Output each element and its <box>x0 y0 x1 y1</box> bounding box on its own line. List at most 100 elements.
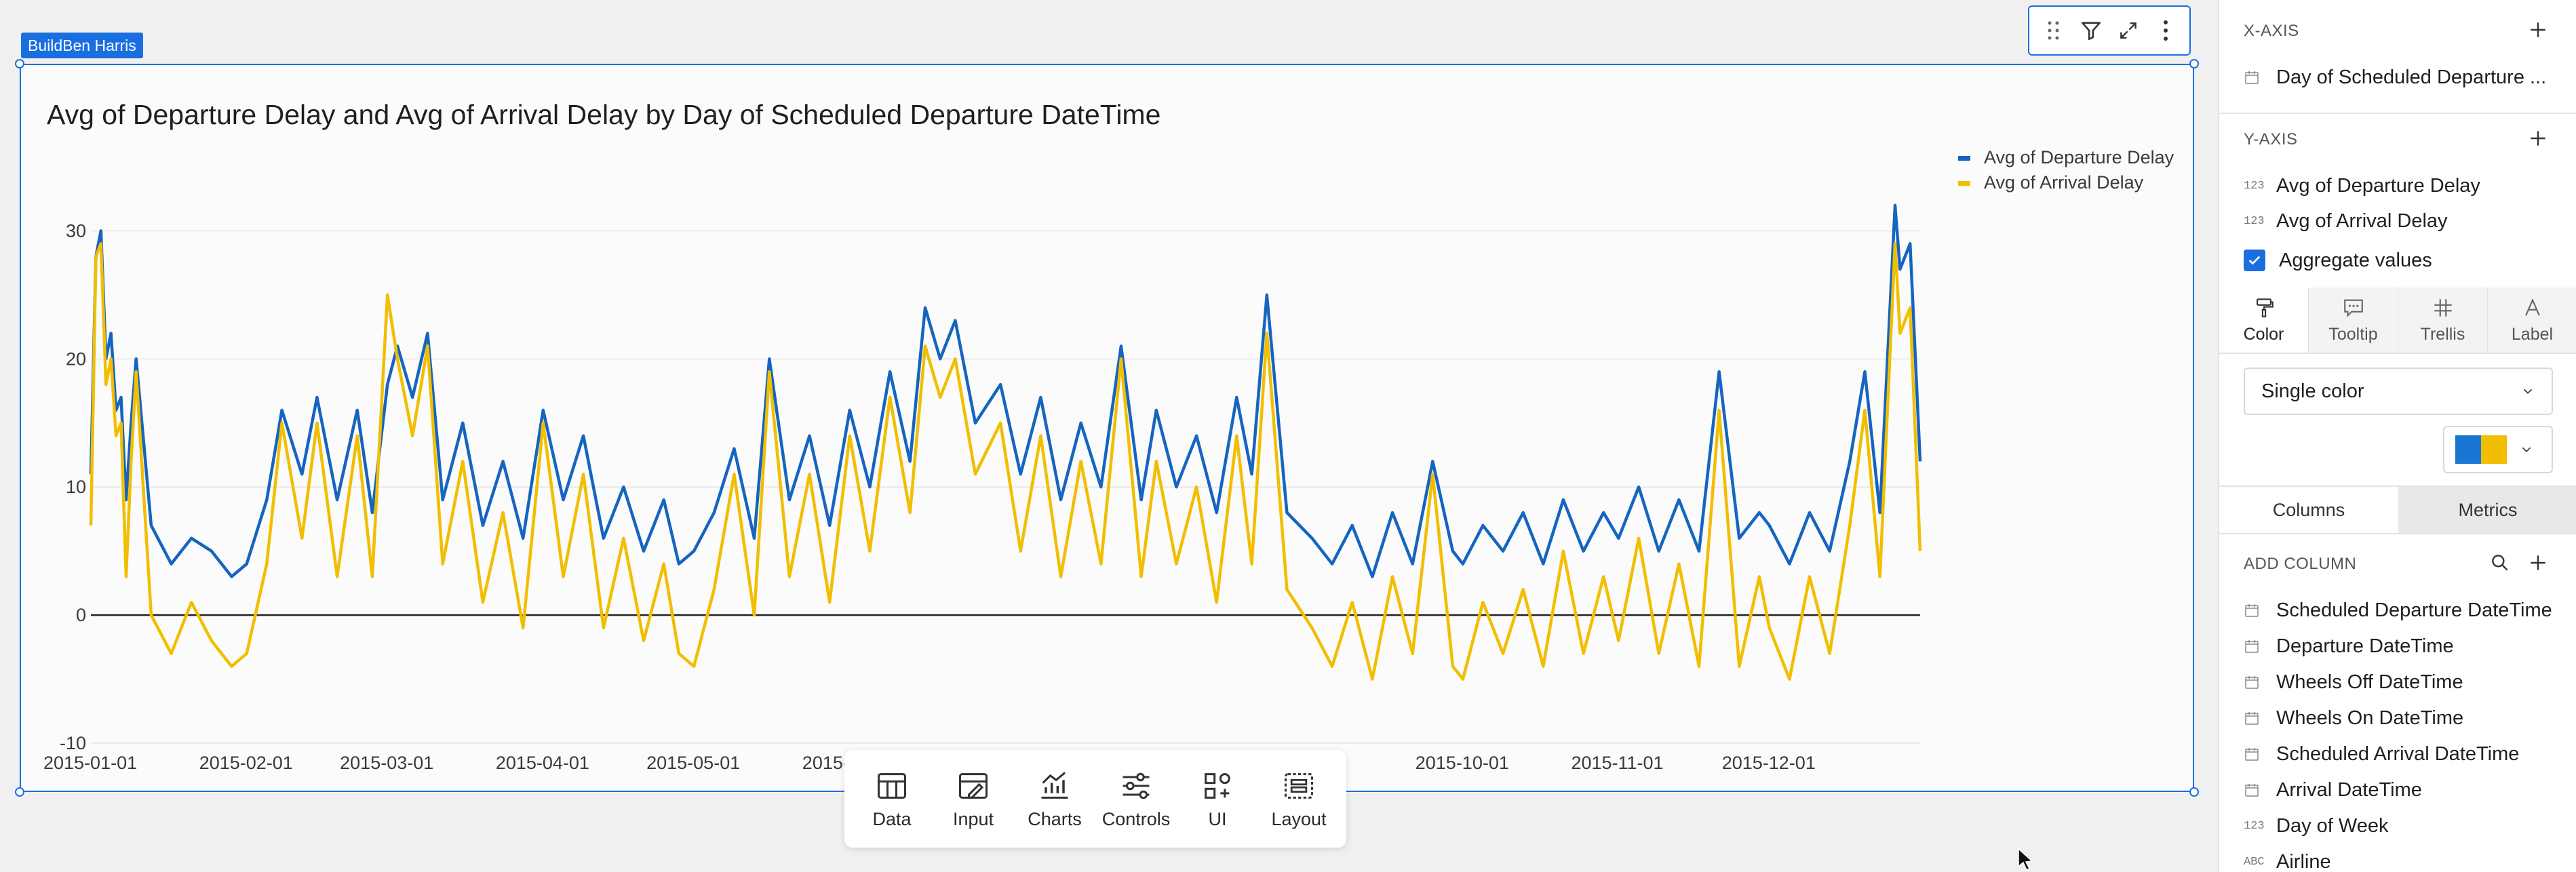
format-tabs: Color Tooltip Trellis Label <box>2219 288 2576 354</box>
properties-panel: X-AXIS Day of Scheduled Departure ... Y-… <box>2218 0 2576 872</box>
element-name-tag[interactable]: BuildBen Harris <box>21 33 143 58</box>
sliders-icon <box>1123 772 1150 799</box>
column-label: Wheels On DateTime <box>2276 707 2464 729</box>
tooltip-icon <box>2343 299 2363 317</box>
color-swatch-picker[interactable] <box>2443 426 2553 473</box>
column-label: Departure DateTime <box>2276 635 2454 657</box>
chart-title: Avg of Departure Delay and Avg of Arriva… <box>47 99 1161 130</box>
column-item[interactable]: Departure DateTime <box>2244 633 2562 660</box>
add-y-axis-plus-icon[interactable] <box>2527 127 2549 149</box>
line-chart: -10 0 10 20 30 2015-01-01 2015-02-01 2015-03-0… <box>43 147 2174 773</box>
dock-layout-button[interactable]: Layout <box>1262 768 1336 830</box>
dock-data-button[interactable]: Data <box>855 768 929 830</box>
calendar-icon <box>2245 676 2259 689</box>
resize-handle-top-left[interactable] <box>15 59 24 68</box>
mouse-cursor-icon <box>2018 848 2033 871</box>
column-label: Airline <box>2276 850 2331 872</box>
text-label-icon <box>2524 298 2540 316</box>
number-type-icon: 123 <box>2244 819 2265 833</box>
calendar-icon <box>2245 604 2259 617</box>
series-line-0 <box>89 203 1922 578</box>
number-type-icon: 123 <box>2244 214 2265 228</box>
aggregate-values-label: Aggregate values <box>2279 249 2432 271</box>
y-axis-field[interactable]: 123 Avg of Arrival Delay <box>2244 207 2562 235</box>
checkbox-checked-icon[interactable] <box>2244 250 2265 271</box>
tab-label[interactable]: Label <box>2488 288 2576 353</box>
dock-input-button[interactable]: Input <box>936 768 1011 830</box>
x-tick-label: 2015-01-01 <box>43 753 137 773</box>
chart-element[interactable]: Avg of Departure Delay and Avg of Arriva… <box>15 59 2199 797</box>
column-item[interactable]: Scheduled Arrival DateTime <box>2244 740 2562 768</box>
dock-label: Charts <box>1028 808 1082 829</box>
column-item[interactable]: ABC Airline <box>2244 848 2562 872</box>
canvas[interactable]: BuildBen Harris Avg of Departure Delay a… <box>0 0 2218 872</box>
add-column-plus-icon[interactable] <box>2527 552 2549 574</box>
tab-tooltip[interactable]: Tooltip <box>2309 288 2398 353</box>
columns-metrics-tabs: Columns Metrics <box>2219 485 2576 534</box>
column-label: Scheduled Departure DateTime <box>2276 599 2552 621</box>
calendar-icon <box>2245 640 2259 653</box>
y-axis-heading: Y-AXIS <box>2244 130 2298 148</box>
calendar-icon <box>2245 71 2259 84</box>
series-lines <box>89 203 1922 681</box>
filter-icon[interactable] <box>2075 14 2107 47</box>
add-x-axis-plus-icon[interactable] <box>2527 19 2549 41</box>
x-axis-field[interactable]: Day of Scheduled Departure ... <box>2244 64 2562 91</box>
x-tick-label: 2015-04-01 <box>496 753 589 773</box>
y-tick-label: 30 <box>66 220 86 241</box>
shapes-icon <box>1205 772 1230 799</box>
color-mode-select[interactable]: Single color <box>2244 368 2553 415</box>
y-axis-field[interactable]: 123 Avg of Departure Delay <box>2244 172 2562 199</box>
x-tick-label: 2015-12-01 <box>1722 753 1816 773</box>
legend[interactable]: Avg of Departure Delay Avg of Arrival Del… <box>1958 147 2174 193</box>
tab-label: Color <box>2243 324 2284 344</box>
tab-color[interactable]: Color <box>2219 288 2309 353</box>
chevron-down-icon <box>2523 389 2533 395</box>
column-item[interactable]: Wheels Off DateTime <box>2244 669 2562 696</box>
dock-charts-button[interactable]: Charts <box>1017 768 1092 830</box>
text-type-icon: ABC <box>2244 855 2265 869</box>
tab-label: Trellis <box>2420 324 2465 344</box>
element-toolbar <box>2028 5 2191 56</box>
dock-controls-button[interactable]: Controls <box>1099 768 1173 830</box>
tab-columns[interactable]: Columns <box>2219 487 2398 533</box>
input-icon <box>958 772 988 799</box>
y-tick-label: 10 <box>66 477 86 497</box>
tab-trellis[interactable]: Trellis <box>2398 288 2488 353</box>
dock-label: Controls <box>1101 808 1171 829</box>
search-icon[interactable] <box>2489 552 2511 574</box>
legend-entry[interactable]: Avg of Departure Delay <box>1984 147 2174 167</box>
column-item[interactable]: Wheels On DateTime <box>2244 705 2562 732</box>
drag-handle-icon[interactable] <box>2037 14 2070 47</box>
resize-handle-top-right[interactable] <box>2189 59 2199 68</box>
calendar-icon <box>2245 748 2259 761</box>
aggregate-values-checkbox[interactable]: Aggregate values <box>2244 247 2562 274</box>
y-tick-label: 0 <box>76 605 86 625</box>
column-label: Wheels Off DateTime <box>2276 671 2463 693</box>
gridlines <box>91 230 1920 744</box>
number-type-icon: 123 <box>2244 179 2265 193</box>
resize-handle-bottom-right[interactable] <box>2189 787 2199 797</box>
x-axis-heading: X-AXIS <box>2244 22 2299 40</box>
dock-label: Data <box>872 808 912 829</box>
color-mode-value: Single color <box>2261 380 2364 402</box>
swatch-blue <box>2455 435 2481 464</box>
divider <box>2219 113 2576 114</box>
resize-handle-bottom-left[interactable] <box>15 787 24 797</box>
column-item[interactable]: Scheduled Departure DateTime <box>2244 597 2562 624</box>
more-vertical-icon[interactable] <box>2149 14 2182 47</box>
trellis-icon <box>2434 298 2452 317</box>
calendar-icon <box>2245 784 2259 797</box>
column-item[interactable]: 123 Day of Week <box>2244 812 2562 839</box>
tab-metrics[interactable]: Metrics <box>2398 487 2576 533</box>
column-item[interactable]: Arrival DateTime <box>2244 776 2562 804</box>
legend-entry[interactable]: Avg of Arrival Delay <box>1984 172 2144 193</box>
x-tick-label: 2015-05-01 <box>646 753 740 773</box>
field-label: Avg of Departure Delay <box>2276 174 2480 197</box>
expand-icon[interactable] <box>2112 14 2145 47</box>
y-tick-label: -10 <box>60 733 86 753</box>
x-tick-label: 2015-02-01 <box>199 753 293 773</box>
dock-ui-button[interactable]: UI <box>1180 768 1255 830</box>
y-axis-ticks: -10 0 10 20 30 <box>60 220 86 753</box>
dock-label: UI <box>1208 808 1227 829</box>
